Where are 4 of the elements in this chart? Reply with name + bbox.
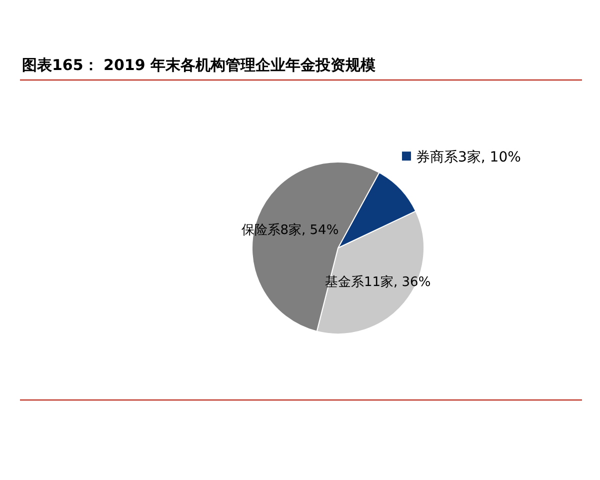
legend-label: 券商系3家, 10% <box>416 150 521 166</box>
slice-label: 基金系11家, 36% <box>324 274 431 290</box>
chart-title: 图表165： 2019 年末各机构管理企业年金投资规模 <box>22 56 377 74</box>
slice-label: 保险系8家, 54% <box>241 222 339 238</box>
